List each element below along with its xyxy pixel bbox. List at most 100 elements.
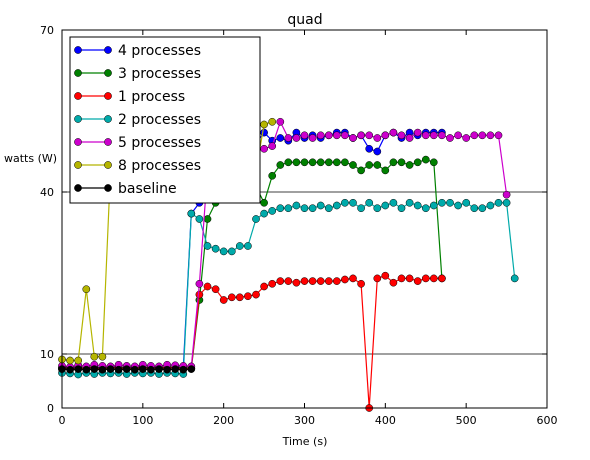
x-tick-label-5: 500 (456, 414, 477, 427)
series-3-point-33 (324, 204, 333, 213)
series-3-point-37 (357, 204, 365, 213)
series-1-point-34 (332, 158, 341, 167)
series-3-point-22 (235, 242, 244, 250)
legend-marker-1 (74, 69, 82, 77)
series-1-point-45 (421, 155, 430, 164)
series-3-point-53 (486, 201, 495, 210)
series-4-point-55 (502, 190, 511, 199)
x-tick-label-4: 400 (375, 414, 396, 427)
series-6-point-2 (74, 365, 83, 373)
series-3-point-38 (365, 198, 374, 207)
series-1-point-18 (203, 215, 212, 223)
series-4-point-48 (446, 134, 454, 142)
series-1-point-30 (300, 158, 309, 167)
series-4-point-50 (462, 134, 471, 142)
series-3-point-50 (462, 198, 471, 207)
series-3-point-32 (316, 201, 325, 210)
legend-label-0: 4 processes (118, 43, 201, 59)
series-2-point-21 (227, 293, 236, 302)
series-4-point-54 (494, 131, 503, 140)
legend-label-3: 2 processes (118, 112, 201, 128)
series-3 (58, 198, 519, 379)
series-4-point-29 (292, 134, 301, 142)
series-1-point-28 (284, 158, 293, 167)
y-tick-label-1: 10 (40, 348, 54, 361)
series-6-point-5 (98, 365, 107, 374)
series-1-point-40 (381, 166, 390, 175)
series-2-point-26 (268, 279, 277, 288)
series-4-point-40 (381, 131, 390, 140)
legend-marker-6 (74, 184, 82, 192)
series-2-point-18 (203, 282, 212, 291)
legend-marker-3 (74, 115, 82, 123)
series-2-point-20 (219, 296, 228, 304)
series-4-point-42 (397, 131, 406, 140)
series-6-point-1 (66, 365, 74, 374)
legend-marker-end-6 (104, 184, 112, 192)
y-tick-label-0: 0 (47, 402, 54, 415)
series-2-point-43 (405, 274, 414, 283)
series-3-point-51 (470, 204, 479, 213)
series-6-point-16 (187, 365, 196, 373)
series-2-point-36 (349, 274, 357, 283)
series-0-point-27 (276, 134, 285, 142)
series-4-point-44 (413, 128, 422, 137)
series-3-point-35 (341, 198, 349, 207)
series-1-point-43 (405, 161, 414, 169)
series-2-point-29 (292, 278, 301, 287)
x-axis-label: Time (s) (282, 435, 328, 448)
series-6-point-10 (138, 365, 147, 373)
x-tick-label-1: 100 (132, 414, 153, 427)
series-3-point-16 (187, 209, 196, 218)
series-3-point-44 (413, 201, 422, 210)
series-3-point-20 (219, 247, 228, 256)
series-1-point-37 (357, 166, 365, 175)
series-2-point-35 (341, 275, 349, 284)
series-3-point-27 (276, 204, 285, 213)
series-1-point-29 (292, 158, 301, 167)
series-4-point-26 (268, 142, 277, 150)
series-3-point-30 (300, 204, 309, 213)
legend-marker-5 (74, 161, 82, 169)
series-2-point-41 (389, 278, 398, 287)
series-1-point-31 (308, 158, 317, 167)
series-6-point-3 (82, 365, 91, 374)
series-4-point-35 (341, 131, 349, 140)
legend-label-2: 1 process (118, 89, 185, 105)
series-4-point-30 (300, 131, 309, 140)
series-2-point-28 (284, 277, 293, 285)
legend-marker-0 (74, 46, 82, 54)
series-2-point-40 (381, 271, 390, 280)
legend-box (69, 36, 261, 204)
series-1-point-36 (349, 161, 357, 169)
series-2-point-46 (429, 274, 438, 283)
series-5-point-4 (90, 352, 99, 361)
series-4-point-41 (389, 128, 398, 137)
series-3-point-45 (421, 204, 430, 213)
legend-marker-end-4 (104, 138, 112, 146)
series-4-point-31 (308, 134, 317, 142)
series-2-point-42 (397, 274, 406, 283)
series-6-point-13 (163, 365, 171, 374)
series-1-point-42 (397, 158, 406, 167)
y-axis-label: watts (W) (4, 152, 57, 165)
legend-label-6: baseline (118, 181, 177, 197)
series-1-point-46 (429, 158, 438, 167)
series-3-point-24 (252, 215, 260, 223)
series-5-point-5 (98, 352, 107, 361)
series-1-point-25 (260, 198, 268, 207)
series-5-point-26 (268, 117, 277, 126)
legend-marker-end-2 (104, 92, 112, 100)
series-3-point-40 (381, 201, 390, 210)
series-4-point-33 (324, 131, 333, 140)
legend: 4 processes 3 processes 1 process 2 process… (69, 36, 261, 204)
series-4-point-34 (332, 131, 341, 140)
legend-marker-end-5 (104, 161, 112, 169)
series-2-point-24 (252, 290, 260, 299)
legend-label-4: 5 processes (118, 135, 201, 151)
series-1-point-32 (316, 158, 325, 167)
series-4-point-39 (373, 134, 382, 142)
series-3-point-19 (211, 244, 220, 253)
series-6-point-4 (90, 365, 99, 373)
legend-label-1: 3 processes (118, 66, 201, 82)
